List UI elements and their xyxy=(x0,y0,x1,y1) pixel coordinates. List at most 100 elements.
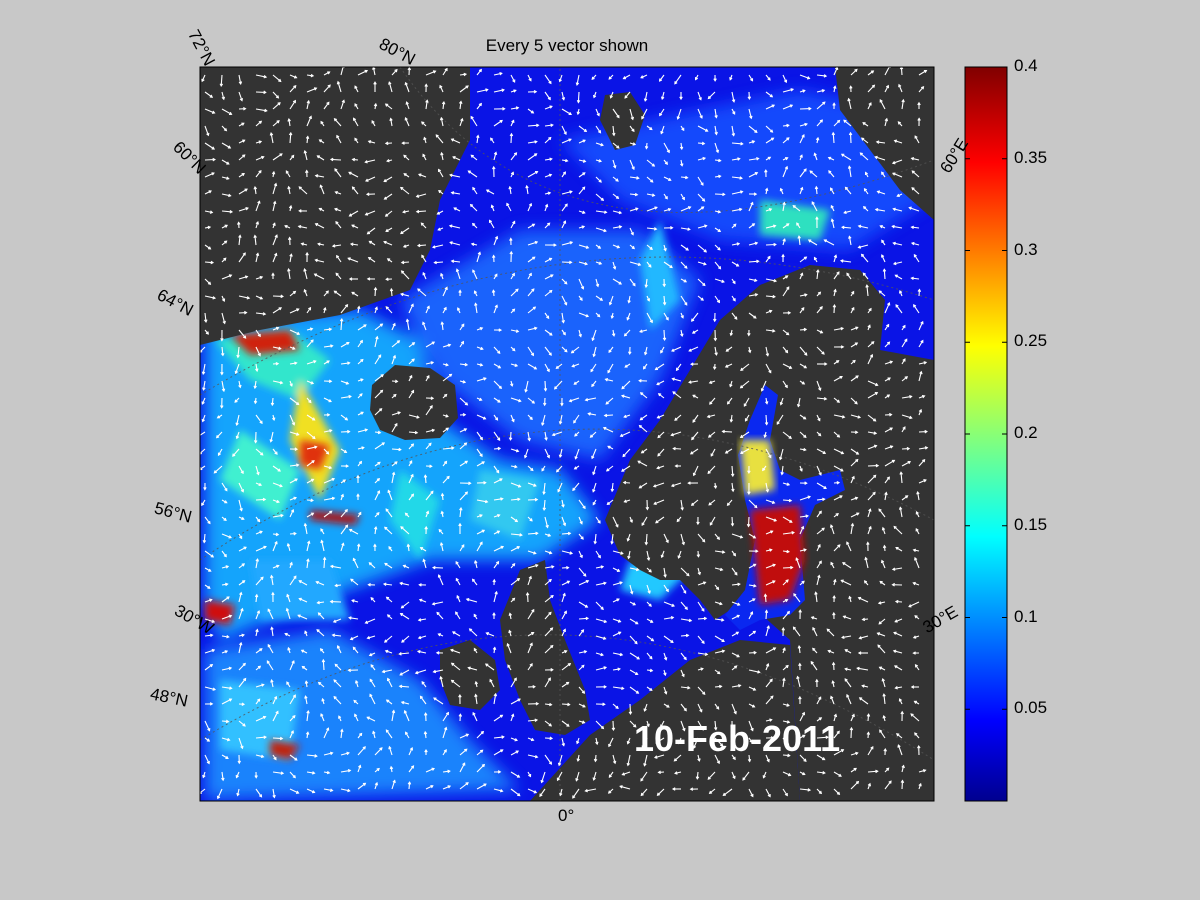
current-vector-head xyxy=(473,290,477,294)
current-vector xyxy=(896,733,903,739)
current-vector-head xyxy=(425,510,430,514)
current-vector xyxy=(731,208,742,212)
current-vector xyxy=(782,286,790,297)
current-vector xyxy=(591,448,597,459)
current-vector xyxy=(671,431,682,436)
current-vector-head xyxy=(893,139,898,143)
current-vector xyxy=(782,431,792,439)
current-vector-head xyxy=(532,685,536,689)
current-vector xyxy=(272,448,278,455)
current-vector-head xyxy=(206,132,210,137)
current-vector-head xyxy=(347,668,351,673)
current-vector-head xyxy=(227,145,232,149)
current-vector xyxy=(221,210,233,213)
current-vector xyxy=(748,563,756,569)
current-vector-head xyxy=(288,204,293,209)
current-vector xyxy=(272,346,281,350)
current-vector xyxy=(663,584,669,592)
current-vector-head xyxy=(223,517,227,521)
current-vector xyxy=(476,69,482,76)
current-vector xyxy=(510,546,520,552)
current-vector xyxy=(527,363,537,370)
current-vector xyxy=(671,346,682,352)
current-vector xyxy=(255,329,261,337)
current-vector-head xyxy=(732,553,737,557)
current-vector xyxy=(867,102,872,110)
current-vector-head xyxy=(410,493,415,497)
current-vector-head xyxy=(692,394,696,398)
current-vector xyxy=(561,190,572,195)
current-vector-head xyxy=(360,378,364,382)
current-vector-head xyxy=(384,103,389,107)
current-vector xyxy=(816,527,825,535)
current-vector xyxy=(595,601,604,610)
current-vector-head xyxy=(326,360,330,364)
current-vector xyxy=(374,354,382,365)
current-vector-head xyxy=(654,367,659,371)
current-vector xyxy=(238,678,247,688)
current-vector xyxy=(527,643,533,654)
current-vector-head xyxy=(663,248,667,252)
current-vector xyxy=(561,550,573,555)
current-vector-head xyxy=(827,156,832,160)
current-vector xyxy=(204,664,213,671)
current-vector xyxy=(697,91,702,100)
current-vector-head xyxy=(237,760,241,765)
current-vector-head xyxy=(556,777,560,782)
current-vector xyxy=(591,380,597,387)
current-vector-head xyxy=(492,165,496,170)
current-vector-head xyxy=(595,741,599,746)
current-vector xyxy=(486,189,495,195)
current-vector-head xyxy=(517,698,521,702)
current-vector-head xyxy=(576,100,581,104)
current-vector xyxy=(629,261,641,266)
current-vector-head xyxy=(667,207,672,212)
current-vector-head xyxy=(364,428,369,432)
current-vector-head xyxy=(687,206,692,210)
current-vector xyxy=(898,84,903,93)
current-vector-head xyxy=(379,323,384,327)
current-vector xyxy=(595,193,604,201)
current-vector-head xyxy=(421,121,425,125)
current-vector-head xyxy=(592,489,596,493)
current-vector-head xyxy=(885,84,890,89)
current-vector xyxy=(289,308,299,314)
current-vector-head xyxy=(379,408,383,412)
current-vector-head xyxy=(334,583,338,588)
current-vector-head xyxy=(822,450,827,454)
current-vector xyxy=(357,765,361,773)
current-vector-head xyxy=(210,260,215,265)
current-vector xyxy=(451,662,461,671)
current-vector-head xyxy=(816,269,820,273)
current-vector-head xyxy=(893,525,897,530)
current-vector xyxy=(401,261,410,264)
current-vector xyxy=(299,598,308,603)
current-vector-head xyxy=(224,240,228,244)
current-vector xyxy=(714,346,718,356)
current-vector xyxy=(859,635,869,639)
current-vector-head xyxy=(539,793,543,797)
current-vector-head xyxy=(400,605,404,609)
current-vector-head xyxy=(689,787,694,791)
current-vector-head xyxy=(259,275,264,280)
current-vector-head xyxy=(484,663,489,667)
current-vector-head xyxy=(320,528,324,532)
current-vector xyxy=(255,108,267,112)
current-vector-head xyxy=(391,471,396,476)
current-vector xyxy=(425,341,435,348)
current-vector-head xyxy=(432,565,436,570)
current-vector-head xyxy=(263,735,267,740)
current-vector xyxy=(349,529,359,535)
current-vector-head xyxy=(692,745,697,749)
current-vector-head xyxy=(801,307,805,311)
current-vector-head xyxy=(584,788,588,793)
current-vector xyxy=(485,663,495,671)
current-vector-head xyxy=(275,362,280,366)
current-vector-head xyxy=(700,182,704,186)
current-vector xyxy=(731,615,740,620)
current-vector xyxy=(556,363,563,369)
colorbar-tick-label: 0.15 xyxy=(1014,514,1048,534)
current-vector-head xyxy=(443,748,447,753)
current-vector-head xyxy=(403,709,408,714)
current-vector xyxy=(878,618,886,625)
